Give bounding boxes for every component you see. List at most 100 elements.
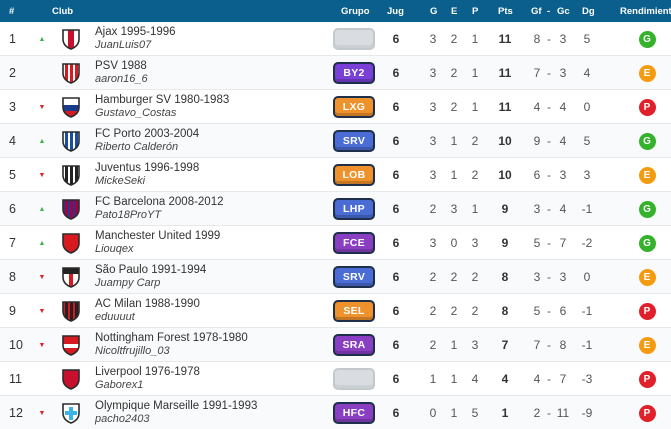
goals-against: 3	[559, 32, 567, 46]
col-p[interactable]: P	[472, 6, 479, 17]
team-name[interactable]: São Paulo 1991-1994	[95, 264, 207, 276]
club-info[interactable]: São Paulo 1991-1994 Juampy Carp	[95, 260, 325, 294]
goals-separator: -	[547, 202, 551, 216]
won: 3	[429, 134, 437, 148]
won: 3	[429, 66, 437, 80]
group-badge[interactable]: LHP	[333, 198, 375, 220]
team-name[interactable]: AC Milan 1988-1990	[95, 298, 200, 310]
played: 6	[392, 236, 400, 250]
table-row[interactable]: 9 ▼ AC Milan 1988-1990 eduuuut SEL 6 2 2…	[0, 294, 671, 328]
trend-down-icon: ▼	[38, 273, 46, 281]
table-row[interactable]: 6 ▲ FC Barcelona 2008-2012 Pato18ProYT L…	[0, 192, 671, 226]
group-badge[interactable]: SEL	[333, 300, 375, 322]
points: 10	[498, 134, 512, 148]
user-name[interactable]: Pato18ProYT	[95, 209, 162, 221]
hamburger-crest-icon[interactable]	[60, 90, 82, 124]
col-dg[interactable]: Dg	[582, 6, 595, 17]
table-row[interactable]: 12 ▼ Olympique Marseille 1991-1993 pacho…	[0, 396, 671, 429]
user-name[interactable]: MickeSeki	[95, 175, 146, 187]
user-name[interactable]: Gaborex1	[95, 379, 144, 391]
nottingham-forest-crest-icon[interactable]	[60, 328, 82, 362]
points: 1	[501, 406, 509, 420]
group-badge[interactable]: SRV	[333, 266, 375, 288]
club-info[interactable]: Olympique Marseille 1991-1993 pacho2403	[95, 396, 325, 429]
user-name[interactable]: Gustavo_Costas	[95, 107, 177, 119]
club-info[interactable]: Manchester United 1999 Liouqex	[95, 226, 325, 260]
lost: 5	[471, 406, 479, 420]
col-g[interactable]: G	[430, 6, 438, 17]
team-name[interactable]: Hamburger SV 1980-1983	[95, 94, 230, 106]
trend-up-icon: ▲	[38, 239, 46, 247]
club-info[interactable]: Ajax 1995-1996 JuanLuis07	[95, 22, 325, 56]
user-name[interactable]: pacho2403	[95, 413, 150, 425]
col-rendimiento[interactable]: Rendimiento	[620, 6, 671, 17]
user-name[interactable]: Juampy Carp	[95, 277, 161, 289]
goals-separator: -	[547, 270, 551, 284]
group-badge[interactable]: FCE	[333, 232, 375, 254]
drawn: 2	[450, 66, 458, 80]
ac-milan-crest-icon[interactable]	[60, 294, 82, 328]
user-name[interactable]: aaron16_6	[95, 73, 148, 85]
group-badge[interactable]: HFC	[333, 402, 375, 424]
user-name[interactable]: Riberto Calderón	[95, 141, 179, 153]
team-name[interactable]: Liverpool 1976-1978	[95, 366, 200, 378]
goals-against: 3	[559, 168, 567, 182]
table-row[interactable]: 1 ▲ Ajax 1995-1996 JuanLuis07 6 3 2 1 11…	[0, 22, 671, 56]
team-name[interactable]: FC Barcelona 2008-2012	[95, 196, 224, 208]
team-name[interactable]: Nottingham Forest 1978-1980	[95, 332, 248, 344]
col-jug[interactable]: Jug	[387, 6, 404, 17]
goal-difference: -2	[581, 236, 593, 250]
club-info[interactable]: Juventus 1996-1998 MickeSeki	[95, 158, 325, 192]
juventus-crest-icon[interactable]	[60, 158, 82, 192]
drawn: 2	[450, 270, 458, 284]
points: 7	[501, 338, 509, 352]
col-gc[interactable]: Gc	[557, 6, 570, 17]
team-name[interactable]: FC Porto 2003-2004	[95, 128, 200, 140]
group-badge[interactable]: LXG	[333, 96, 375, 118]
col-pts[interactable]: Pts	[498, 6, 513, 17]
col-club[interactable]: Club	[52, 6, 74, 17]
table-row[interactable]: 10 ▼ Nottingham Forest 1978-1980 Nicoltf…	[0, 328, 671, 362]
club-info[interactable]: Liverpool 1976-1978 Gaborex1	[95, 362, 325, 396]
table-row[interactable]: 5 ▼ Juventus 1996-1998 MickeSeki LOB 6 3…	[0, 158, 671, 192]
porto-crest-icon[interactable]	[60, 124, 82, 158]
liverpool-crest-icon[interactable]	[60, 362, 82, 396]
club-info[interactable]: Nottingham Forest 1978-1980 Nicoltfrujil…	[95, 328, 325, 362]
manchester-united-crest-icon[interactable]	[60, 226, 82, 260]
goals-separator: -	[547, 134, 551, 148]
group-badge[interactable]: SRA	[333, 334, 375, 356]
psv-crest-icon[interactable]	[60, 56, 82, 90]
table-row[interactable]: 4 ▲ FC Porto 2003-2004 Riberto Calderón …	[0, 124, 671, 158]
user-name[interactable]: eduuuut	[95, 311, 135, 323]
col-gf[interactable]: Gf	[531, 6, 542, 17]
club-info[interactable]: FC Barcelona 2008-2012 Pato18ProYT	[95, 192, 325, 226]
group-badge[interactable]: SRV	[333, 130, 375, 152]
table-row[interactable]: 7 ▲ Manchester United 1999 Liouqex FCE 6…	[0, 226, 671, 260]
club-info[interactable]: Hamburger SV 1980-1983 Gustavo_Costas	[95, 90, 325, 124]
team-name[interactable]: Olympique Marseille 1991-1993	[95, 400, 258, 412]
goal-difference: -1	[581, 338, 593, 352]
group-badge[interactable]: BY2	[333, 62, 375, 84]
team-name[interactable]: Manchester United 1999	[95, 230, 221, 242]
team-name[interactable]: Juventus 1996-1998	[95, 162, 200, 174]
table-row[interactable]: 11 Liverpool 1976-1978 Gaborex1 6 1 1 4 …	[0, 362, 671, 396]
ajax-crest-icon[interactable]	[60, 22, 82, 56]
club-info[interactable]: AC Milan 1988-1990 eduuuut	[95, 294, 325, 328]
col-grupo[interactable]: Grupo	[341, 6, 370, 17]
user-name[interactable]: JuanLuis07	[95, 39, 152, 51]
table-row[interactable]: 3 ▼ Hamburger SV 1980-1983 Gustavo_Costa…	[0, 90, 671, 124]
barcelona-crest-icon[interactable]	[60, 192, 82, 226]
col-e[interactable]: E	[451, 6, 458, 17]
marseille-crest-icon[interactable]	[60, 396, 82, 429]
team-name[interactable]: PSV 1988	[95, 60, 147, 72]
table-row[interactable]: 2 PSV 1988 aaron16_6 BY2 6 3 2 1 11 7 - …	[0, 56, 671, 90]
club-info[interactable]: PSV 1988 aaron16_6	[95, 56, 325, 90]
user-name[interactable]: Liouqex	[95, 243, 134, 255]
drawn: 1	[450, 168, 458, 182]
user-name[interactable]: Nicoltfrujillo_03	[95, 345, 170, 357]
group-badge[interactable]: LOB	[333, 164, 375, 186]
club-info[interactable]: FC Porto 2003-2004 Riberto Calderón	[95, 124, 325, 158]
team-name[interactable]: Ajax 1995-1996	[95, 26, 176, 38]
sao-paulo-crest-icon[interactable]	[60, 260, 82, 294]
table-row[interactable]: 8 ▼ São Paulo 1991-1994 Juampy Carp SRV …	[0, 260, 671, 294]
